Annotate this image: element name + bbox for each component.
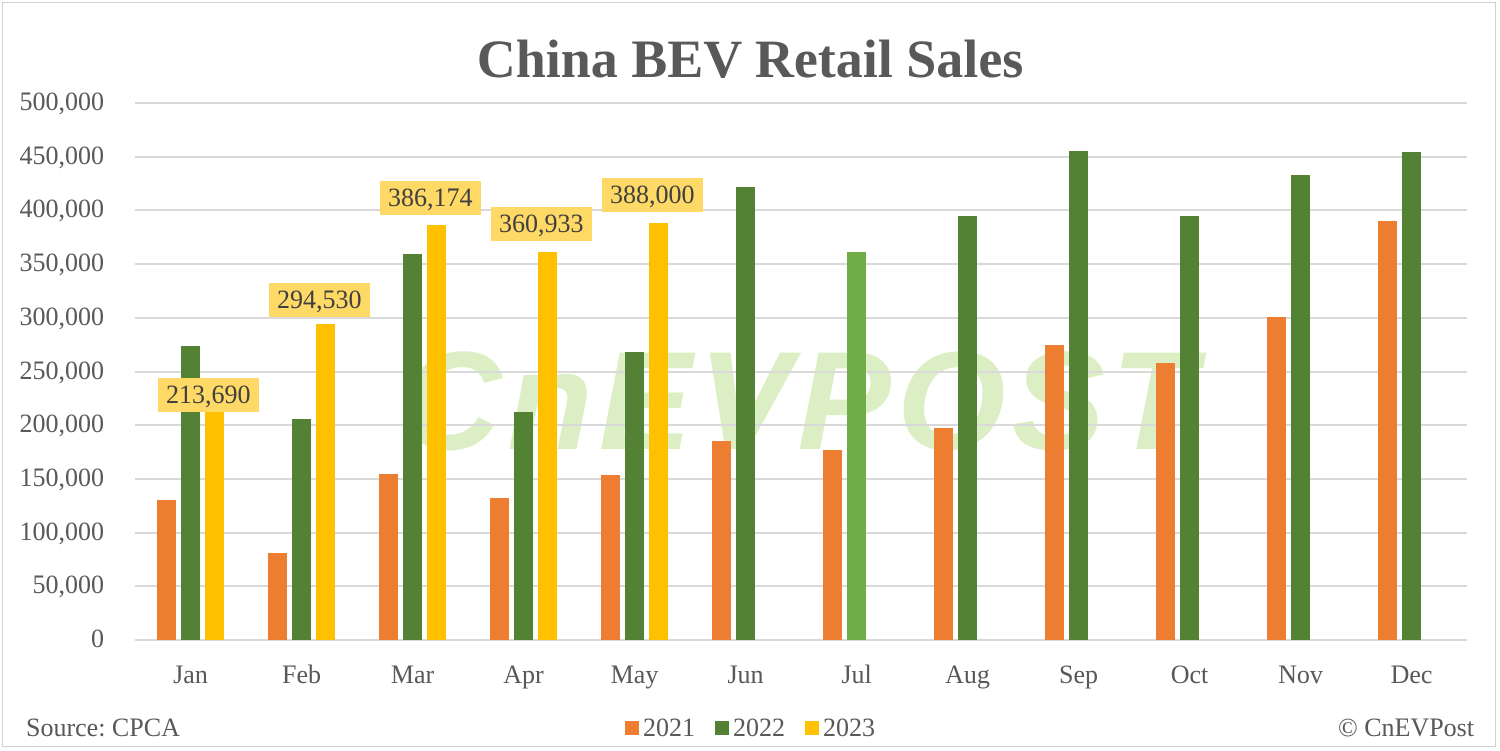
y-tick-label: 200,000	[19, 409, 105, 439]
x-tick-label: Nov	[1278, 660, 1323, 689]
bar-2021-jul	[823, 449, 842, 640]
bar-2023-mar	[427, 225, 446, 640]
bar-2023-may	[649, 223, 668, 640]
bar-2021-sep	[1045, 344, 1064, 640]
legend-label: 2023	[823, 713, 875, 742]
legend-swatch-icon	[715, 721, 729, 735]
x-tick-label: May	[610, 660, 659, 689]
data-label-apr: 360,933	[491, 207, 592, 241]
y-tick-label: 0	[91, 624, 104, 653]
bar-2021-feb	[268, 553, 287, 640]
gridline	[135, 531, 1467, 534]
bar-2022-aug	[958, 215, 977, 640]
bar-2023-jan	[205, 410, 224, 640]
bar-2022-jun	[736, 186, 755, 640]
bar-2023-feb	[316, 323, 335, 640]
gridline	[135, 424, 1467, 427]
legend-item-2021: 2021	[625, 713, 695, 743]
gridline	[135, 209, 1467, 212]
legend-label: 2021	[643, 713, 695, 742]
gridline	[135, 370, 1467, 373]
legend-swatch-icon	[625, 721, 639, 735]
bar-2021-jan	[157, 500, 176, 640]
x-tick-label: Apr	[503, 660, 544, 689]
bar-2021-may	[601, 474, 620, 640]
y-tick-label: 50,000	[32, 570, 105, 600]
legend-item-2022: 2022	[715, 713, 785, 743]
legend: 2021 2022 2023	[625, 713, 875, 743]
bar-2021-nov	[1267, 316, 1286, 640]
bar-2022-oct	[1180, 215, 1199, 640]
y-tick-label: 350,000	[19, 248, 105, 278]
data-label-jan: 213,690	[158, 378, 259, 412]
chart-title: China BEV Retail Sales	[476, 29, 1024, 89]
bar-2021-apr	[490, 498, 509, 640]
gridline	[135, 102, 1467, 104]
gridline	[135, 477, 1467, 480]
data-label-mar: 386,174	[380, 181, 481, 215]
bar-2022-jul	[847, 252, 866, 640]
x-tick-label: Aug	[945, 660, 990, 689]
gridline	[135, 316, 1467, 319]
legend-item-2023: 2023	[805, 713, 875, 743]
bar-2021-aug	[934, 428, 953, 640]
gridline	[135, 639, 1467, 641]
gridline	[135, 155, 1467, 158]
bar-2021-dec	[1378, 221, 1397, 640]
x-tick-label: Dec	[1390, 660, 1433, 689]
y-tick-label: 450,000	[19, 140, 105, 170]
source-label: Source: CPCA	[26, 713, 180, 742]
y-tick-label: 300,000	[19, 301, 105, 331]
gridline	[135, 263, 1467, 266]
x-tick-label: Jun	[727, 660, 764, 689]
copyright-label: © CnEVPost	[1337, 713, 1474, 742]
bar-2021-oct	[1156, 362, 1175, 640]
bar-2022-sep	[1069, 151, 1088, 640]
bar-2022-apr	[514, 412, 533, 640]
bar-2022-nov	[1291, 174, 1310, 640]
x-tick-label: Mar	[390, 660, 435, 689]
bar-2022-feb	[292, 418, 311, 640]
bar-2022-may	[625, 352, 644, 640]
x-tick-label: Jan	[173, 660, 208, 689]
x-tick-label: Jul	[841, 660, 872, 689]
y-tick-label: 500,000	[19, 87, 105, 116]
y-tick-label: 400,000	[19, 194, 105, 224]
bar-2023-apr	[538, 252, 557, 640]
x-tick-label: Feb	[282, 660, 321, 689]
x-tick-label: Sep	[1059, 660, 1098, 689]
y-tick-label: 150,000	[19, 462, 105, 492]
data-label-may: 388,000	[602, 178, 703, 212]
bar-2022-jan	[181, 345, 200, 640]
legend-swatch-icon	[805, 721, 819, 735]
data-label-feb: 294,530	[269, 283, 370, 317]
bar-2022-mar	[403, 254, 422, 640]
x-tick-label: Oct	[1170, 660, 1209, 689]
y-tick-label: 250,000	[19, 355, 105, 385]
bar-2022-dec	[1402, 152, 1421, 640]
bar-2021-mar	[379, 473, 398, 640]
bar-2021-jun	[712, 441, 731, 640]
legend-label: 2022	[733, 713, 785, 742]
gridline	[135, 585, 1467, 588]
y-tick-label: 100,000	[19, 516, 105, 546]
